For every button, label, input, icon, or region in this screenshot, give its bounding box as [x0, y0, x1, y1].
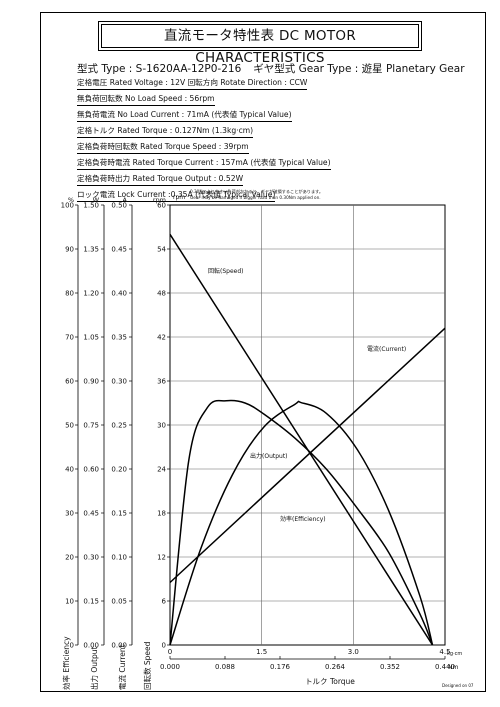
spec-rated-torque-output: 定格負荷時出力 Rated Torque Output : 0.52W	[77, 173, 244, 186]
efficiency-tick-label: 30	[65, 510, 74, 518]
efficiency-tick-label: 90	[65, 246, 74, 254]
speed-tick-label: 30	[157, 422, 166, 430]
current-tick-label: 0.50	[111, 202, 127, 210]
series-layer	[169, 233, 446, 646]
current-tick-label: 0.20	[111, 466, 127, 474]
speed-tick-label: 6	[162, 598, 167, 606]
current-tick-label: 0.30	[111, 378, 127, 386]
output-tick-label: 1.35	[83, 246, 99, 254]
torque-kgcm-tick-label: 4.5	[439, 648, 450, 656]
efficiency-axis-title: 効率 Efficiency	[61, 636, 71, 690]
series-current-line	[169, 327, 446, 584]
warning-jp: 0.30Nmより大きい負荷がかかると、ギヤが破損することがあります。	[190, 188, 323, 195]
efficiency-tick-label: 100	[61, 202, 74, 210]
speed-tick-label: 36	[157, 378, 166, 386]
speed-unit: rpm	[153, 196, 166, 204]
current-tick-label: 0.00	[111, 642, 127, 650]
current-axis-title: 電流 Current	[117, 644, 127, 690]
efficiency-tick-label: 40	[65, 466, 74, 474]
output-tick-label: 0.45	[83, 510, 99, 518]
efficiency-tick-label: 10	[65, 598, 74, 606]
speed-tick-label: 48	[157, 290, 166, 298]
output-tick-label: 0.90	[83, 378, 99, 386]
axes-layer: %0102030405060708090100W0.000.150.300.45…	[61, 194, 463, 690]
warning-en: Gear may be damaged if bigger load than …	[190, 195, 321, 200]
efficiency-tick-label: 60	[65, 378, 74, 386]
torque-nm-tick-label: 0.176	[270, 663, 291, 671]
efficiency-unit: %	[68, 196, 74, 204]
output-tick-label: 0.00	[83, 642, 99, 650]
speed-tick-label: 54	[157, 246, 166, 254]
torque-axis-title: トルク Torque	[305, 677, 355, 686]
spec-rated-voltage: 定格電圧 Rated Voltage : 12V 回転方向 Rotate Dir…	[77, 77, 308, 90]
efficiency-tick-label: 0	[70, 642, 74, 650]
series-current-label: 電流(Current)	[367, 345, 406, 353]
torque-nm-tick-label: 0.000	[160, 663, 180, 671]
spec-no-load-current: 無負荷電流 No Load Current : 71mA (代表値 Typica…	[77, 109, 292, 122]
output-tick-label: 1.05	[83, 334, 99, 342]
speed-tick-label: 0	[162, 642, 166, 650]
efficiency-tick-label: 50	[65, 422, 74, 430]
current-tick-label: 0.10	[111, 554, 127, 562]
torque-nm-tick-label: 0.352	[380, 663, 400, 671]
spec-rated-torque: 定格トルク Rated Torque : 0.127Nm (1.3kg·cm)	[77, 125, 254, 138]
output-tick-label: 0.15	[83, 598, 99, 606]
output-tick-label: 1.20	[83, 290, 99, 298]
series-speed-line	[169, 233, 434, 646]
series-efficiency-line	[169, 399, 434, 646]
torque-nm-tick-label: 0.264	[325, 663, 346, 671]
output-tick-label: 0.30	[83, 554, 99, 562]
spec-rated-torque-speed: 定格負荷時回転数 Rated Torque Speed : 39rpm	[77, 141, 249, 154]
speed-axis-title: 回転数 Speed	[142, 641, 152, 690]
output-tick-label: 1.50	[83, 202, 99, 210]
characteristics-sheet: 直流モータ特性表 DC MOTOR CHARACTERISTICS 型式 Typ…	[40, 12, 486, 692]
speed-tick-label: 18	[157, 510, 166, 518]
speed-tick-label: 24	[157, 466, 166, 474]
torque-nm-unit: Nm	[448, 664, 458, 671]
sheet-title: 直流モータ特性表 DC MOTOR CHARACTERISTICS	[101, 24, 419, 66]
speed-tick-label: 42	[157, 334, 166, 342]
current-tick-label: 0.40	[111, 290, 127, 298]
output-tick-label: 0.75	[83, 422, 99, 430]
gear-type: ギヤ型式 Gear Type : 遊星 Planetary Gear	[253, 63, 465, 75]
efficiency-tick-label: 70	[65, 334, 74, 342]
series-efficiency-label: 効率(Efficiency)	[280, 515, 326, 523]
speed-tick-label: 60	[157, 202, 166, 210]
current-tick-label: 0.25	[111, 422, 127, 430]
output-tick-label: 0.60	[83, 466, 99, 474]
current-tick-label: 0.15	[111, 510, 127, 518]
spec-rated-torque-current: 定格負荷時電流 Rated Torque Current : 157mA (代表…	[77, 157, 331, 170]
labels-layer: 0.30Nmより大きい負荷がかかると、ギヤが破損することがあります。 Gear …	[190, 188, 474, 688]
series-speed-label: 回転(Speed)	[208, 267, 244, 275]
current-tick-label: 0.35	[111, 334, 127, 342]
spec-lock-current: ロック電流 Lock Current :0.35A (代表値 Typical V…	[77, 189, 276, 202]
torque-kgcm-unit: kg·cm	[447, 651, 462, 657]
series-output-line	[169, 400, 434, 646]
type-line: 型式 Type : S-1620AA-12P0-216 ギヤ型式 Gear Typ…	[77, 61, 465, 76]
efficiency-tick-label: 80	[65, 290, 74, 298]
designed-note: Designed on 07	[442, 683, 474, 688]
torque-nm-tick-label: 0.088	[215, 663, 235, 671]
current-tick-label: 0.45	[111, 246, 127, 254]
output-axis-title: 出力 Output	[89, 647, 99, 690]
model-type: 型式 Type : S-1620AA-12P0-216	[77, 63, 242, 75]
current-unit: A	[123, 196, 128, 204]
series-output-label: 出力(Output)	[250, 452, 288, 460]
torque-kgcm-tick-label: 3.0	[348, 648, 359, 656]
current-tick-label: 0.05	[111, 598, 127, 606]
speed-unit-rpm: rpm	[173, 194, 185, 201]
efficiency-tick-label: 20	[65, 554, 74, 562]
spec-no-load-speed: 無負荷回転数 No Load Speed : 56rpm	[77, 93, 215, 106]
torque-nm-tick-label: 0.440	[435, 663, 455, 671]
output-unit: W	[93, 196, 100, 204]
torque-kgcm-tick-label: 0	[168, 648, 172, 656]
torque-kgcm-tick-label: 1.5	[256, 648, 267, 656]
speed-tick-label: 12	[157, 554, 166, 562]
